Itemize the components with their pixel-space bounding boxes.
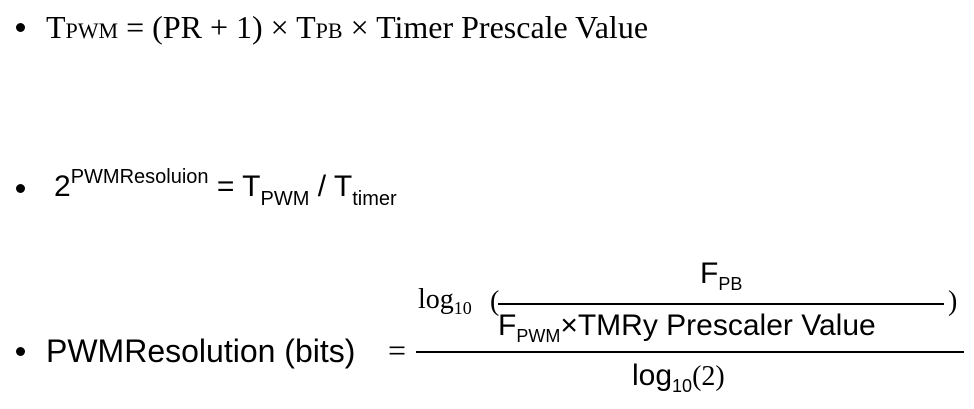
formula-period-middle: = (PR + 1) × T: [118, 9, 316, 45]
denominator-log: log10(2): [632, 359, 725, 396]
subscript-timer: timer: [352, 188, 397, 210]
ratio-slash-t: / T: [309, 170, 353, 203]
inner-numerator: FPB: [700, 257, 742, 294]
subscript-pb: PB: [315, 18, 343, 43]
formula-bits-label: PWMResolution (bits): [46, 333, 356, 369]
log-argument: (2): [692, 361, 725, 392]
main-fraction-bar: [416, 351, 964, 353]
log-text: log: [632, 359, 673, 392]
log-base: 10: [672, 376, 693, 396]
inner-denominator: FPWM×TMRy Prescaler Value: [498, 309, 876, 346]
formula-resolution-ratio: 2PWMResoluion = TPWM / Ttimer: [54, 167, 397, 209]
formula-period-tail: × Timer Prescale Value: [342, 9, 649, 45]
ratio-equals-t: = T: [208, 170, 261, 203]
prescaler-term: ×TMRy Prescaler Value: [560, 309, 876, 342]
log-base: 10: [453, 298, 472, 318]
close-paren: ): [948, 286, 958, 317]
open-paren: (: [490, 286, 500, 317]
bullet-2: [16, 184, 25, 193]
subscript-pwm: PWM: [260, 188, 310, 210]
exponent-resolution: PWMResoluion: [70, 166, 209, 188]
inner-fraction-bar: [498, 303, 944, 305]
symbol-t: T: [46, 9, 66, 45]
numerator-log: log10: [418, 284, 472, 318]
equals-sign: =: [388, 332, 407, 368]
bullet-1: [16, 23, 25, 32]
bullet-3: [16, 347, 25, 356]
subscript-pwm: PWM: [65, 18, 119, 43]
symbol-f: F: [498, 309, 517, 342]
subscript-pwm: PWM: [516, 326, 561, 346]
base-two: 2: [54, 170, 71, 203]
symbol-f: F: [700, 257, 719, 290]
log-text: log: [418, 284, 454, 315]
subscript-pb: PB: [718, 274, 743, 294]
formula-period: TPWM = (PR + 1) × TPB × Timer Prescale V…: [46, 11, 648, 43]
